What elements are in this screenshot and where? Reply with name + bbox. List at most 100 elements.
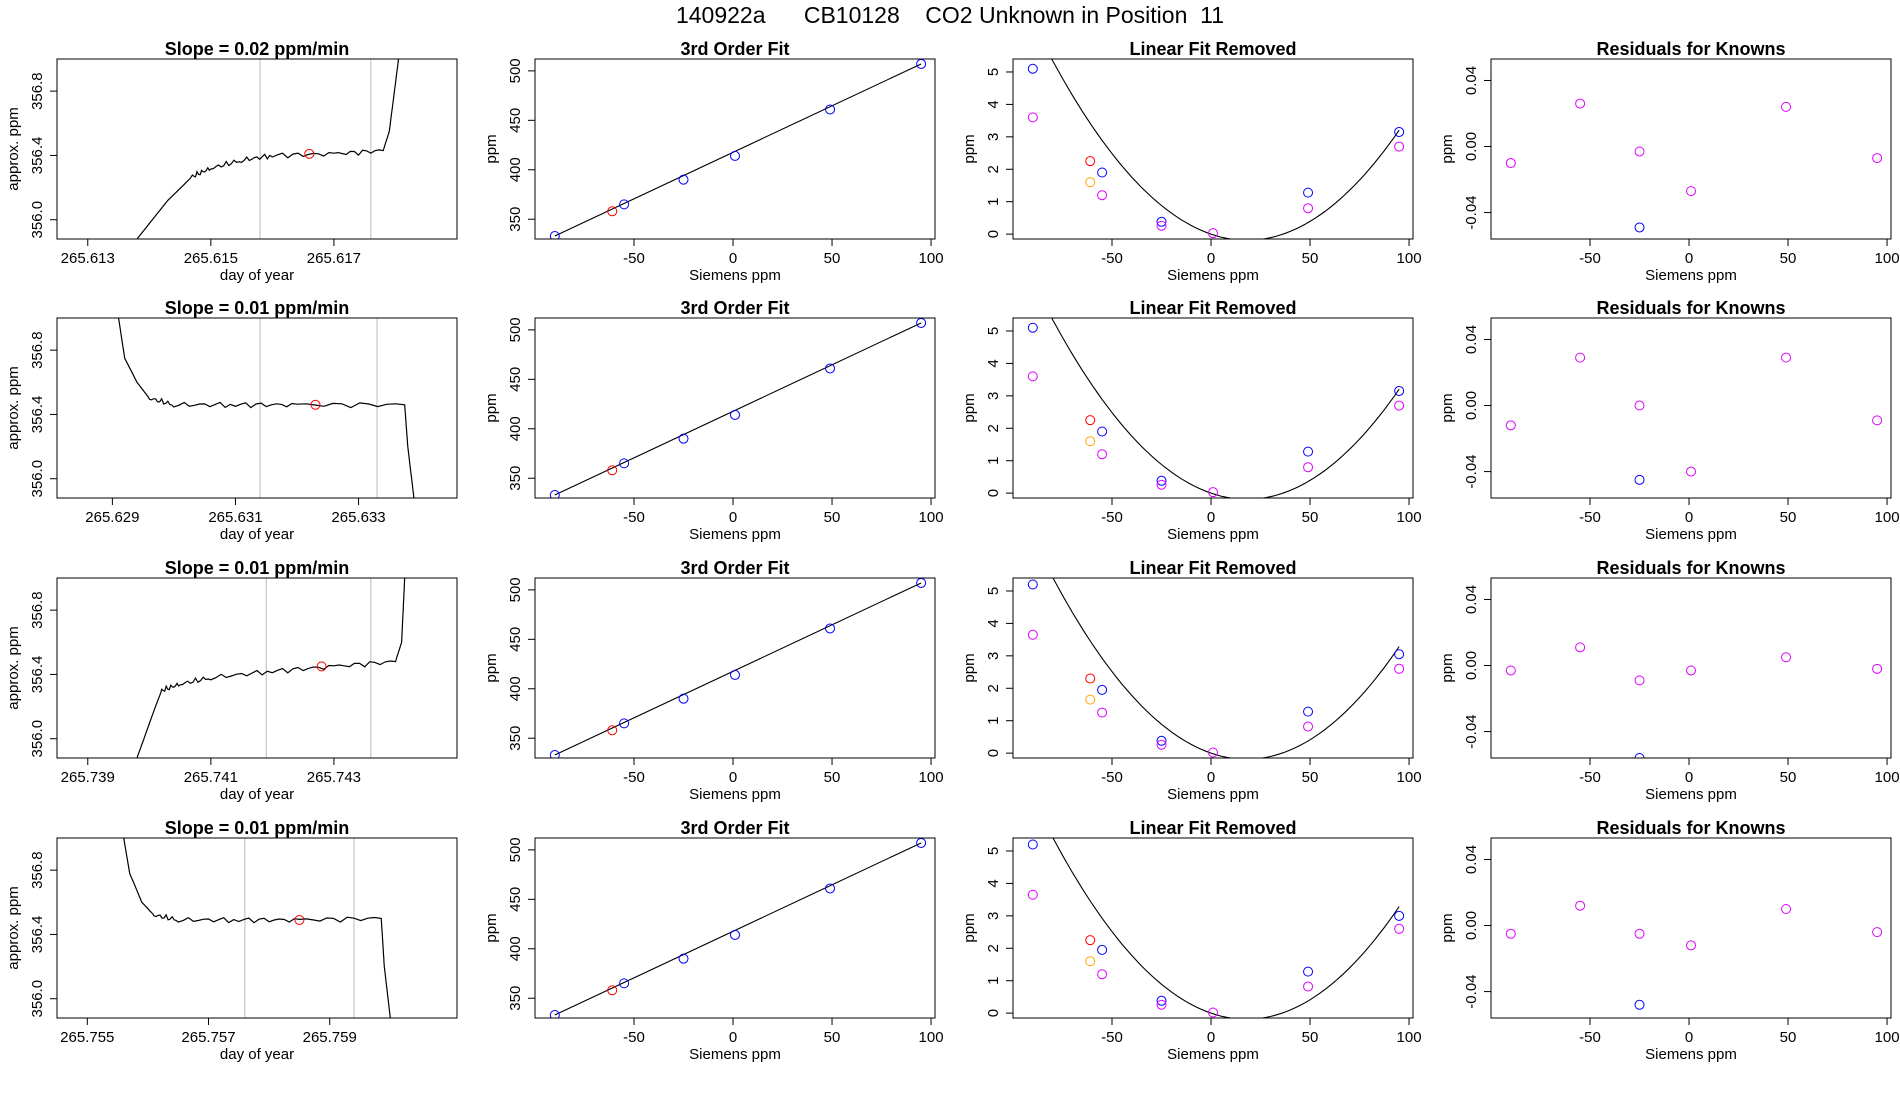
x-tick-label: -50: [1579, 250, 1601, 267]
data-point: [1575, 352, 1586, 363]
plot-frame: [1012, 837, 1414, 1019]
x-tick-label: 265.757: [181, 1029, 235, 1046]
x-tick-label: 100: [1397, 509, 1422, 526]
x-tick-label: 0: [729, 509, 737, 526]
y-tick-label: 400: [507, 157, 524, 182]
x-tick-label: 265.615: [184, 250, 238, 267]
x-tick-label: 265.613: [61, 250, 115, 267]
y-axis-label: ppm: [1439, 393, 1456, 422]
data-point: [1394, 649, 1405, 660]
y-tick-label: 356.4: [29, 916, 46, 954]
data-point: [1394, 141, 1405, 152]
x-tick-label: -50: [1101, 1029, 1123, 1046]
plot-area: [1027, 59, 1405, 239]
y-axis-label: approx. ppm: [5, 366, 22, 449]
data-point: [1097, 449, 1108, 460]
panel-3-2: 3rd Order Fit -50 0 50 100 350 400 450 500 Siemen…: [483, 558, 944, 803]
plot-area: [1505, 352, 1883, 485]
x-axis-label: Siemens ppm: [1645, 1046, 1737, 1063]
data-point: [678, 433, 689, 444]
x-tick-label: 100: [1397, 1029, 1422, 1046]
data-point: [1085, 177, 1096, 188]
plot-frame: [56, 577, 458, 759]
y-axis-label: approx. ppm: [5, 626, 22, 709]
x-tick-label: 0: [1685, 509, 1693, 526]
data-point: [1156, 220, 1167, 231]
panel-title: Residuals for Knowns: [1596, 558, 1785, 578]
y-tick-label: 356.4: [29, 656, 46, 694]
x-tick-label: -50: [623, 1029, 645, 1046]
y-tick-label: 400: [507, 936, 524, 961]
plot-area: [1027, 838, 1405, 1018]
data-point: [1027, 112, 1038, 123]
y-tick-label: 4: [985, 879, 1002, 887]
x-tick-label: 100: [1397, 769, 1422, 786]
x-tick-label: 0: [729, 250, 737, 267]
y-tick-label: -0.04: [1463, 195, 1480, 229]
plot-frame: [534, 837, 936, 1019]
data-point: [1505, 665, 1516, 676]
plot-frame: [534, 317, 936, 499]
y-tick-label: 400: [507, 676, 524, 701]
data-point: [1085, 956, 1096, 967]
plot-frame: [1490, 317, 1892, 499]
x-tick-label: 50: [1780, 509, 1797, 526]
data-point: [1156, 735, 1167, 746]
data-point: [1634, 474, 1645, 485]
plot-frame: [534, 58, 936, 240]
x-tick-label: 265.629: [85, 509, 139, 526]
x-tick-label: 265.741: [184, 769, 238, 786]
x-tick-label: -50: [1579, 509, 1601, 526]
x-axis-label: day of year: [220, 526, 294, 543]
panel-title: 3rd Order Fit: [680, 298, 789, 318]
x-tick-label: 265.755: [60, 1029, 114, 1046]
y-tick-label: 356.0: [29, 720, 46, 758]
panel-2-4: Residuals for Knowns -50 0 50 100 -0.04 0.00 0.…: [1439, 298, 1900, 543]
y-axis-label: ppm: [483, 393, 500, 422]
plot-area: [549, 318, 927, 498]
y-tick-label: 2: [985, 944, 1002, 952]
series-line: [136, 59, 400, 239]
plot-frame: [534, 577, 936, 759]
data-point: [1027, 63, 1038, 74]
panel-2-3: Linear Fit Removed -50 0 50 100 0 1 2 3 4 5 Siemens…: [961, 298, 1422, 543]
data-point: [1575, 900, 1586, 911]
data-point: [1781, 904, 1792, 915]
panel-title: Linear Fit Removed: [1129, 558, 1296, 578]
data-point: [1505, 928, 1516, 939]
x-tick-label: 0: [1685, 769, 1693, 786]
panel-title: 3rd Order Fit: [680, 818, 789, 838]
data-point: [1634, 999, 1645, 1010]
y-axis-label: ppm: [961, 134, 978, 163]
y-tick-label: 356.8: [29, 331, 46, 369]
y-axis-label: approx. ppm: [5, 886, 22, 969]
panel-3-1: Slope = 0.01 ppm/min 265.739 265.741 265.74…: [5, 558, 458, 803]
data-point: [549, 1010, 560, 1018]
panel-title: Slope = 0.01 ppm/min: [165, 558, 350, 578]
x-tick-label: 0: [1685, 250, 1693, 267]
y-tick-label: 450: [507, 887, 524, 912]
data-point: [1394, 663, 1405, 674]
x-tick-label: 0: [1685, 1029, 1693, 1046]
page-title: 140922a CB10128 CO2 Unknown in Position …: [675, 2, 1225, 28]
data-point: [678, 174, 689, 185]
panel-3-3: Linear Fit Removed -50 0 50 100 0 1 2 3 4 5 Siemens…: [961, 558, 1422, 803]
panel-title: Linear Fit Removed: [1129, 818, 1296, 838]
data-point: [1208, 487, 1218, 498]
plot-area: [136, 578, 406, 758]
data-point: [607, 206, 618, 217]
data-point: [1872, 663, 1883, 674]
data-point: [1686, 186, 1696, 197]
data-point: [1303, 966, 1314, 977]
plot-area: [117, 318, 415, 498]
y-axis-label: ppm: [1439, 913, 1456, 942]
data-point: [549, 490, 560, 498]
x-tick-label: 50: [824, 769, 841, 786]
x-tick-label: 0: [729, 769, 737, 786]
x-tick-label: 0: [1207, 1029, 1215, 1046]
data-point: [1505, 420, 1516, 431]
data-point: [1686, 940, 1696, 951]
x-tick-label: -50: [1579, 1029, 1601, 1046]
data-point: [1303, 446, 1314, 457]
